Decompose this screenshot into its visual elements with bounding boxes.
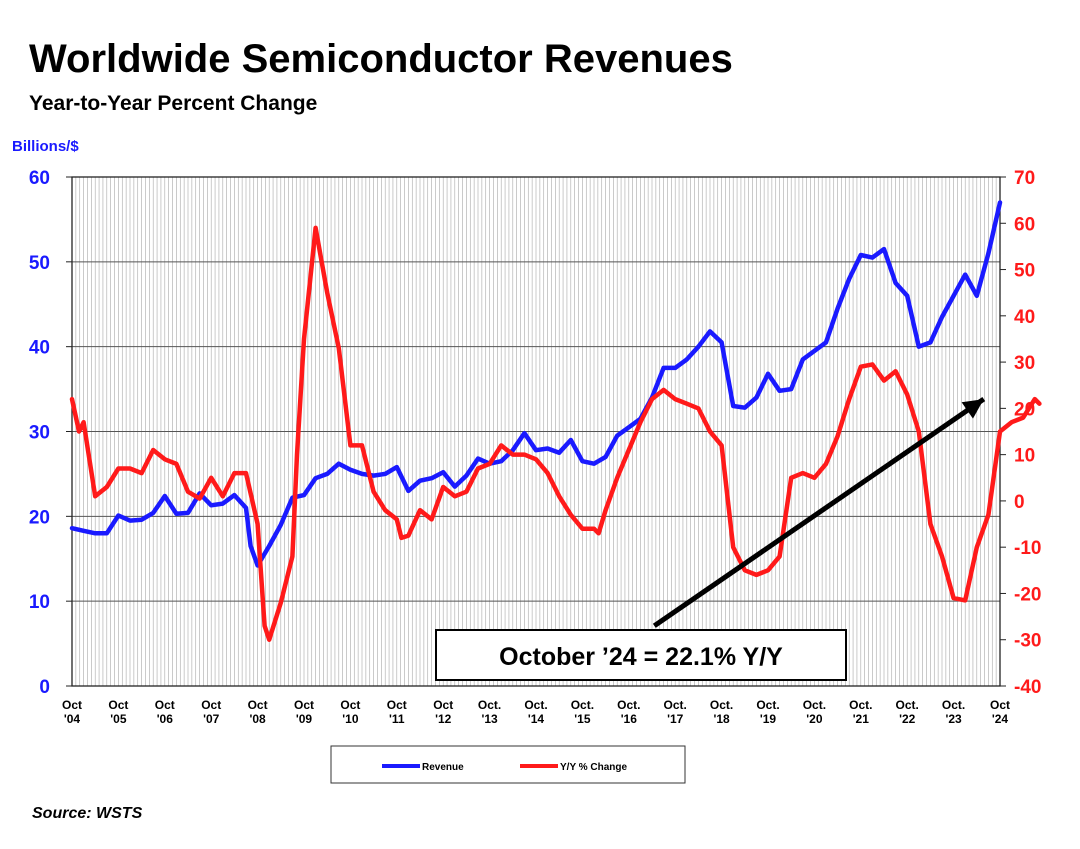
legend: Revenue Y/Y % Change <box>330 745 686 784</box>
revenue-line <box>69 200 1003 568</box>
x-tick-label-year: '16 <box>621 712 638 726</box>
x-tick-label-year: '15 <box>574 712 591 726</box>
x-tick-label-month: Oct <box>340 698 360 712</box>
x-tick-label-year: '10 <box>342 712 359 726</box>
x-tick-label-year: '07 <box>203 712 220 726</box>
x-tick-label-month: Oct <box>990 698 1010 712</box>
annotation-text: October ’24 = 22.1% Y/Y <box>499 643 783 671</box>
right-tick-label: -40 <box>1014 677 1041 698</box>
x-tick-label-year: '23 <box>945 712 962 726</box>
source-note: Source: WSTS <box>32 805 143 822</box>
x-tick-label-month: Oct. <box>942 698 965 712</box>
x-tick-label-year: '11 <box>389 712 405 726</box>
right-tick-label: 60 <box>1014 214 1035 235</box>
x-tick-label-month: Oct <box>387 698 407 712</box>
x-tick-label-year: '13 <box>481 712 498 726</box>
left-tick-label: 20 <box>29 507 50 528</box>
x-tick-label-month: Oct <box>248 698 268 712</box>
x-tick-label-year: '04 <box>64 712 81 726</box>
right-tick-label: -10 <box>1014 538 1041 559</box>
x-tick-label-month: Oct <box>294 698 314 712</box>
x-tick-label-month: Oct. <box>710 698 733 712</box>
right-tick-label: 10 <box>1014 446 1035 467</box>
x-tick-label-year: '20 <box>806 712 823 726</box>
left-tick-label: 50 <box>29 253 50 274</box>
x-tick-label-month: Oct <box>62 698 82 712</box>
annotation-arrowhead <box>961 399 984 419</box>
x-tick-label-year: '18 <box>713 712 730 726</box>
annotation-arrow-line <box>652 397 986 628</box>
x-tick-label-month: Oct. <box>478 698 501 712</box>
right-tick-label: 70 <box>1014 168 1035 189</box>
right-tick-label: 30 <box>1014 353 1035 374</box>
left-tick-label: 60 <box>29 168 50 189</box>
x-tick-label-year: '12 <box>435 712 452 726</box>
left-tick-label: 30 <box>29 423 50 444</box>
x-tick-label-month: Oct. <box>664 698 687 712</box>
axis-ticks: 0102030405060-40-30-20-10010203040506070… <box>29 168 1042 726</box>
left-tick-label: 40 <box>29 338 50 359</box>
x-tick-label-year: '24 <box>992 712 1009 726</box>
right-tick-label: -20 <box>1014 584 1041 605</box>
x-tick-label-year: '09 <box>296 712 313 726</box>
right-tick-label: 0 <box>1014 492 1025 513</box>
x-tick-label-year: '08 <box>249 712 266 726</box>
annotation-box <box>435 629 847 681</box>
x-tick-label-month: Oct. <box>524 698 547 712</box>
x-tick-label-month: Oct <box>108 698 128 712</box>
left-axis-label: Billions/$ <box>12 138 79 155</box>
x-tick-label-month: Oct. <box>803 698 826 712</box>
x-tick-label-year: '21 <box>853 712 870 726</box>
x-tick-label-month: Oct. <box>849 698 872 712</box>
annotation: October ’24 = 22.1% Y/Y <box>435 397 986 681</box>
yoy-change-line <box>69 225 1042 642</box>
chart-title: Worldwide Semiconductor Revenues <box>29 37 733 81</box>
x-tick-label-year: '19 <box>760 712 777 726</box>
x-tick-label-month: Oct. <box>617 698 640 712</box>
legend-label: Y/Y % Change <box>560 762 627 773</box>
left-tick-label: 0 <box>39 677 50 698</box>
right-tick-label: 50 <box>1014 261 1035 282</box>
x-tick-label-month: Oct. <box>756 698 779 712</box>
x-tick-label-month: Oct. <box>571 698 594 712</box>
legend-label: Revenue <box>422 762 464 773</box>
x-tick-label-year: '06 <box>157 712 174 726</box>
x-tick-label-year: '14 <box>528 712 545 726</box>
x-tick-label-month: Oct <box>201 698 221 712</box>
right-tick-label: -30 <box>1014 631 1041 652</box>
chart-subtitle: Year-to-Year Percent Change <box>29 92 317 115</box>
x-tick-label-month: Oct. <box>896 698 919 712</box>
right-tick-label: 40 <box>1014 307 1035 328</box>
x-tick-label-year: '05 <box>110 712 127 726</box>
x-tick-label-month: Oct <box>433 698 453 712</box>
x-tick-label-month: Oct <box>155 698 175 712</box>
x-tick-label-year: '17 <box>667 712 684 726</box>
series-lines <box>69 200 1042 642</box>
x-tick-label-year: '22 <box>899 712 916 726</box>
left-tick-label: 10 <box>29 592 50 613</box>
